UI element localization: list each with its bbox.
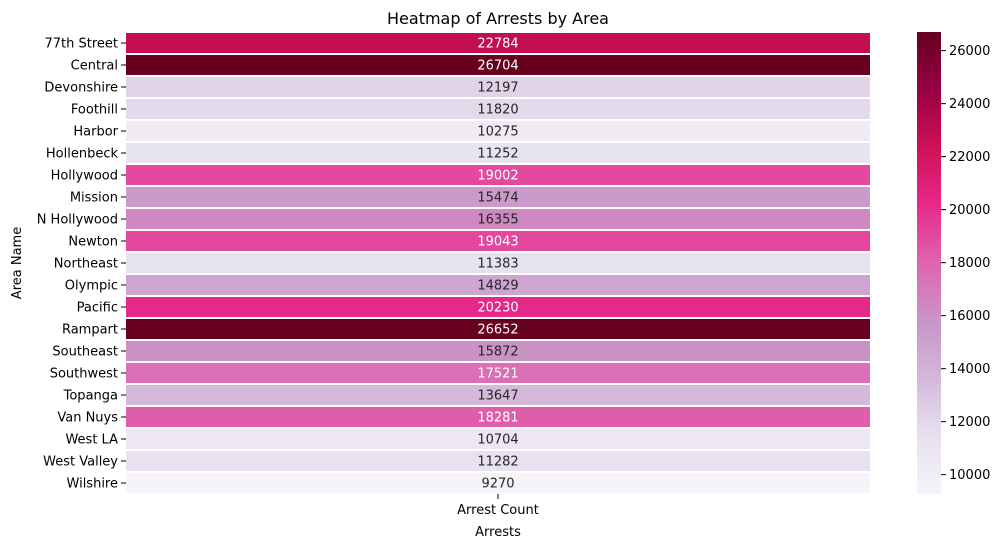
y-tick-label: N Hollywood [37, 213, 118, 228]
x-axis-label: Arrests [475, 525, 521, 540]
cell-value-label: 26652 [477, 323, 518, 338]
chart-title: Heatmap of Arrests by Area [387, 9, 609, 28]
cell-value-label: 19043 [477, 235, 518, 250]
cell-value-label: 18281 [477, 411, 518, 426]
cell-value-label: 16355 [477, 213, 518, 228]
y-tick-label: Topanga [63, 389, 118, 404]
cell-value-label: 11252 [477, 147, 518, 162]
y-axis-label: Area Name [10, 227, 25, 299]
heatmap-cell [126, 187, 870, 207]
heatmap-cell [126, 77, 870, 97]
y-tick-label: West LA [65, 433, 118, 448]
y-tick-label: Central [71, 59, 118, 74]
y-tick-label: Newton [68, 235, 118, 250]
heatmap-cell [126, 253, 870, 273]
cell-value-label: 14829 [477, 279, 518, 294]
colorbar-tick-label: 20000 [949, 203, 990, 218]
cell-value-label: 15872 [477, 345, 518, 360]
y-tick-label: Harbor [73, 125, 118, 140]
cell-value-label: 26704 [477, 59, 518, 74]
cell-value-label: 9270 [481, 477, 514, 492]
colorbar-tick-label: 24000 [949, 97, 990, 112]
cell-value-label: 10704 [477, 433, 518, 448]
y-tick-label: Southwest [50, 367, 118, 382]
y-tick-label: Foothill [71, 103, 118, 118]
heatmap-cell [126, 209, 870, 229]
heatmap-cell [126, 121, 870, 141]
y-tick-label: Olympic [65, 279, 118, 294]
x-axis: Arrest Count [457, 494, 539, 518]
y-tick-label: Van Nuys [57, 411, 118, 426]
cell-value-label: 11820 [477, 103, 518, 118]
y-tick-label: West Valley [43, 455, 118, 470]
colorbar-tick-label: 22000 [949, 150, 990, 165]
cell-value-label: 12197 [477, 81, 518, 96]
heatmap-cell [126, 319, 870, 339]
cell-value-label: 13647 [477, 389, 518, 404]
heatmap-cell [126, 33, 870, 53]
heatmap-cell [126, 451, 870, 471]
colorbar-tick-label: 14000 [949, 362, 990, 377]
heatmap-cell [126, 99, 870, 119]
heatmap-cell [126, 297, 870, 317]
colorbar-tick-label: 16000 [949, 309, 990, 324]
heatmap-cell [126, 165, 870, 185]
cell-value-label: 20230 [477, 301, 518, 316]
x-tick-label: Arrest Count [457, 503, 539, 518]
cell-value-label: 11282 [477, 455, 518, 470]
heatmap-cells: 22784 26704 12197 11820 10275 11252 19002 15474… [126, 33, 870, 493]
cell-value-label: 11383 [477, 257, 518, 272]
heatmap-cell [126, 407, 870, 427]
heatmap-cell [126, 55, 870, 75]
y-tick-label: Hollywood [51, 169, 118, 184]
colorbar-tick-label: 18000 [949, 256, 990, 271]
heatmap-cell [126, 231, 870, 251]
heatmap-cell [126, 473, 870, 493]
y-tick-label: Mission [70, 191, 118, 206]
cell-value-label: 19002 [477, 169, 518, 184]
cell-value-label: 15474 [477, 191, 518, 206]
colorbar-tick-label: 26000 [949, 44, 990, 59]
colorbar-tick-label: 10000 [949, 468, 990, 483]
y-tick-label: Southeast [52, 345, 118, 360]
y-tick-labels: 77th Street Central Devonshire Foothill Harb… [37, 37, 126, 492]
cell-value-label: 22784 [477, 37, 518, 52]
y-tick-label: Pacific [77, 301, 118, 316]
heatmap-cell [126, 429, 870, 449]
y-tick-label: Hollenbeck [46, 147, 119, 162]
heatmap-cell [126, 275, 870, 295]
colorbar: 10000 12000 14000 16000 18000 20000 22000 24000… [917, 32, 990, 494]
y-tick-label: Wilshire [67, 477, 118, 492]
cell-value-label: 10275 [477, 125, 518, 140]
y-tick-label: 77th Street [44, 37, 118, 52]
colorbar-tick-label: 12000 [949, 415, 990, 430]
y-tick-label: Devonshire [44, 81, 118, 96]
colorbar-gradient [917, 32, 941, 494]
y-tick-label: Northeast [54, 257, 118, 272]
cell-value-label: 17521 [477, 367, 518, 382]
heatmap-cell [126, 385, 870, 405]
heatmap-cell [126, 341, 870, 361]
heatmap-cell [126, 363, 870, 383]
y-tick-label: Rampart [62, 323, 118, 338]
heatmap-cell [126, 143, 870, 163]
